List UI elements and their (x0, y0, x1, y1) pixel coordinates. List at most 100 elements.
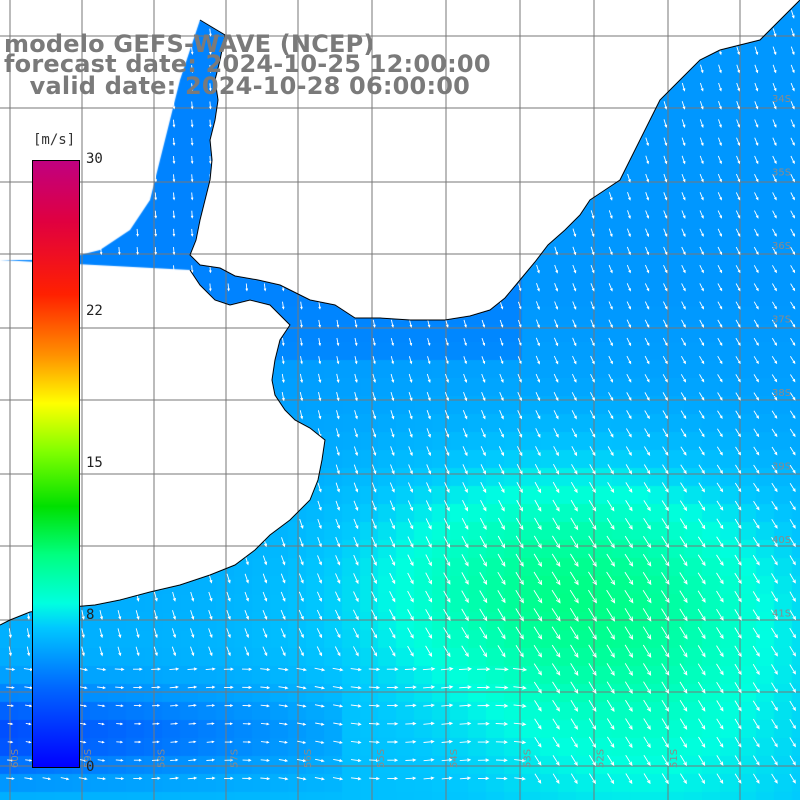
latitude-label: 35S (772, 168, 791, 179)
wind-arrow (318, 373, 322, 384)
wind-arrow (24, 777, 34, 781)
wind-arrow (517, 392, 522, 402)
wind-arrow (281, 537, 286, 548)
wind-arrow (480, 481, 487, 494)
wind-arrow (260, 777, 271, 781)
wind-arrow (790, 155, 795, 165)
wind-arrow (151, 685, 161, 689)
wind-arrow (569, 589, 579, 604)
wind-arrow (353, 482, 359, 493)
wind-arrow (408, 391, 413, 402)
wind-arrow (716, 572, 724, 585)
wind-arrow (154, 192, 158, 201)
wind-arrow (226, 591, 231, 602)
wind-arrow (336, 319, 340, 328)
wind-arrow (534, 481, 542, 494)
longitude-label: 52S (596, 749, 607, 768)
wind-arrow (699, 137, 704, 147)
wind-arrow (298, 591, 304, 602)
colorbar-unit: [m/s] (33, 132, 76, 148)
wind-arrow (571, 428, 577, 438)
wind-arrow (754, 101, 759, 110)
wind-arrow (736, 46, 740, 56)
wind-arrow (209, 28, 212, 37)
wind-arrow (698, 410, 705, 420)
wind-arrow (224, 685, 234, 689)
wind-arrow (134, 722, 142, 726)
wind-arrow (533, 681, 542, 694)
wind-arrow (389, 645, 396, 657)
wind-arrow (734, 773, 742, 784)
wind-arrow (771, 591, 778, 603)
wind-arrow (533, 626, 543, 640)
wind-arrow (389, 536, 396, 548)
wind-arrow (499, 337, 504, 347)
wind-arrow (790, 374, 796, 383)
wind-arrow (789, 501, 796, 511)
wind-arrow (350, 667, 362, 672)
wind-arrow (681, 101, 686, 110)
wind-arrow (771, 392, 778, 401)
wind-arrow (679, 626, 688, 640)
wind-arrow (572, 246, 577, 256)
wind-arrow (533, 644, 543, 658)
wind-arrow (681, 246, 686, 256)
wind-arrow (699, 210, 704, 219)
wind-arrow (371, 573, 377, 585)
wind-arrow (716, 482, 724, 493)
wind-arrow (553, 428, 559, 438)
wind-arrow (169, 776, 180, 780)
wind-arrow (495, 740, 508, 745)
wind-arrow (499, 392, 504, 402)
wind-arrow (569, 607, 579, 622)
wind-arrow (754, 46, 759, 56)
wind-arrow (133, 667, 143, 671)
wind-arrow (570, 718, 578, 730)
wind-arrow (499, 319, 504, 328)
wind-arrow (771, 700, 778, 712)
wind-arrow (681, 228, 686, 238)
wind-arrow (117, 610, 122, 621)
wind-arrow (408, 410, 413, 420)
wind-arrow (735, 283, 741, 292)
wind-arrow (790, 173, 795, 183)
wind-arrow (407, 627, 414, 639)
wind-arrow (572, 228, 577, 238)
wind-arrow (8, 646, 12, 657)
wind-arrow (499, 301, 504, 310)
wind-arrow (423, 703, 435, 708)
wind-arrow (335, 500, 340, 511)
wind-arrow (116, 740, 124, 744)
wind-arrow (717, 374, 723, 383)
wind-arrow (679, 500, 688, 512)
wind-arrow (681, 301, 686, 310)
wind-arrow (533, 589, 543, 604)
wind-arrow (644, 264, 650, 274)
wind-arrow (662, 374, 668, 383)
wind-arrow (78, 686, 88, 690)
wind-arrow (772, 28, 777, 37)
wind-arrow (590, 337, 595, 347)
wind-arrow (335, 518, 341, 530)
wind-arrow (590, 210, 595, 219)
wind-arrow (172, 228, 176, 237)
wind-arrow (278, 686, 289, 690)
wind-arrow (700, 64, 704, 74)
wind-arrow (281, 337, 285, 347)
wind-arrow (643, 663, 652, 676)
wind-arrow (389, 518, 395, 530)
colorbar-tick-15: 15 (86, 455, 103, 471)
wind-arrow (535, 301, 540, 310)
wind-arrow (551, 663, 561, 676)
wind-arrow (390, 464, 395, 475)
wind-arrow (154, 210, 158, 219)
wind-arrow (627, 173, 631, 183)
wind-arrow (699, 119, 704, 128)
wind-arrow (661, 590, 670, 604)
wind-arrow (535, 355, 540, 365)
wind-arrow (389, 500, 395, 512)
wind-arrow (771, 374, 778, 383)
wind-arrow (606, 571, 616, 586)
wind-arrow (426, 464, 432, 475)
wind-arrow (790, 337, 796, 347)
